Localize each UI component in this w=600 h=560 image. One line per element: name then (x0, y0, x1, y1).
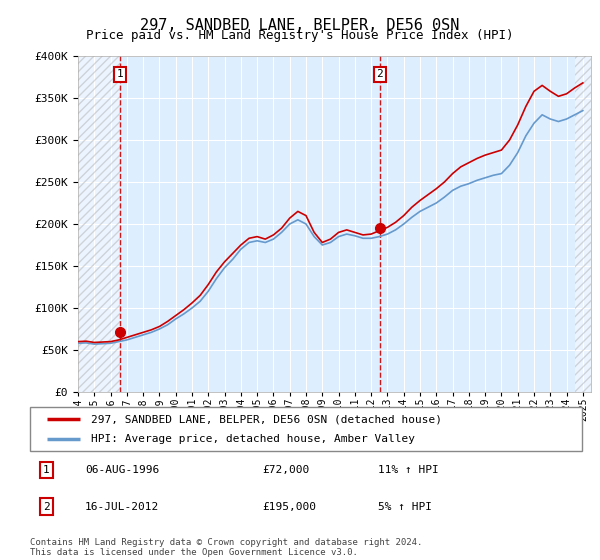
Text: HPI: Average price, detached house, Amber Valley: HPI: Average price, detached house, Ambe… (91, 433, 415, 444)
Bar (78, 56, 121, 392)
Text: 2: 2 (377, 69, 383, 80)
Text: 297, SANDBED LANE, BELPER, DE56 0SN (detached house): 297, SANDBED LANE, BELPER, DE56 0SN (det… (91, 414, 442, 424)
FancyBboxPatch shape (30, 407, 582, 451)
Text: 5% ↑ HPI: 5% ↑ HPI (378, 502, 432, 511)
Text: Contains HM Land Registry data © Crown copyright and database right 2024.: Contains HM Land Registry data © Crown c… (30, 538, 422, 547)
Text: Price paid vs. HM Land Registry's House Price Index (HPI): Price paid vs. HM Land Registry's House … (86, 29, 514, 42)
Text: 1: 1 (117, 69, 124, 80)
Text: 11% ↑ HPI: 11% ↑ HPI (378, 465, 439, 475)
Text: 16-JUL-2012: 16-JUL-2012 (85, 502, 160, 511)
Text: £72,000: £72,000 (262, 465, 309, 475)
Text: 2: 2 (43, 502, 50, 511)
Bar (575, 56, 591, 392)
Text: £195,000: £195,000 (262, 502, 316, 511)
Text: 06-AUG-1996: 06-AUG-1996 (85, 465, 160, 475)
Text: This data is licensed under the Open Government Licence v3.0.: This data is licensed under the Open Gov… (30, 548, 358, 557)
Text: 1: 1 (43, 465, 50, 475)
Text: 297, SANDBED LANE, BELPER, DE56 0SN: 297, SANDBED LANE, BELPER, DE56 0SN (140, 18, 460, 33)
